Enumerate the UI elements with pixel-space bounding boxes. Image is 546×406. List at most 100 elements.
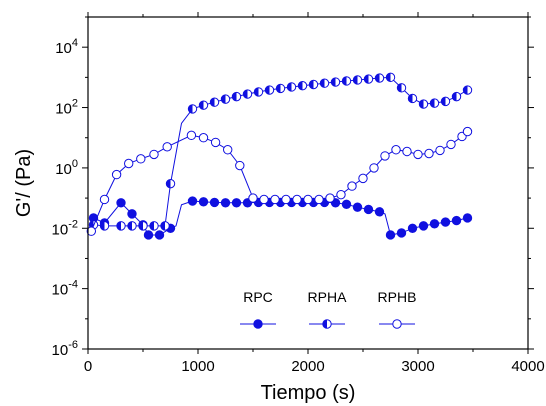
marker-ring bbox=[162, 142, 172, 152]
marker-ring bbox=[86, 226, 97, 236]
data-point-rpha bbox=[440, 96, 451, 107]
marker-half bbox=[397, 83, 402, 93]
data-point-rpc bbox=[352, 202, 363, 212]
marker-dot bbox=[363, 204, 374, 215]
data-point-rpc bbox=[451, 215, 462, 226]
marker-ring bbox=[99, 194, 110, 205]
data-point-rpha bbox=[187, 104, 198, 114]
x-axis-title: Tiempo (s) bbox=[261, 382, 356, 404]
y-tick-label: 102 bbox=[55, 98, 78, 118]
marker-ring bbox=[292, 194, 302, 205]
data-point-rpc bbox=[209, 197, 220, 208]
marker-ring bbox=[198, 133, 209, 143]
data-point-rpc bbox=[127, 209, 137, 219]
marker-dot bbox=[407, 223, 418, 233]
marker-ring bbox=[325, 193, 335, 203]
data-point-rpc bbox=[231, 198, 242, 208]
data-point-rphb bbox=[136, 154, 146, 164]
data-point-rphb bbox=[369, 163, 379, 173]
marker-half bbox=[232, 92, 237, 101]
marker-dot bbox=[209, 197, 220, 208]
marker-ring bbox=[123, 158, 134, 169]
marker-ring bbox=[149, 149, 159, 160]
data-point-rphb bbox=[303, 194, 313, 205]
y-tick-label: 104 bbox=[55, 37, 78, 57]
legend: RPC RPHA RPHB bbox=[240, 289, 417, 329]
data-point-rpha bbox=[116, 221, 126, 231]
marker-half bbox=[331, 77, 336, 87]
data-point-rpha bbox=[341, 76, 352, 86]
marker-ring bbox=[380, 151, 390, 161]
marker-half bbox=[430, 98, 435, 108]
data-point-rphb bbox=[248, 193, 258, 203]
marker-ring bbox=[336, 189, 346, 200]
data-point-rphb bbox=[424, 148, 434, 159]
data-point-rpc bbox=[396, 228, 407, 238]
data-point-rphb bbox=[149, 149, 159, 160]
data-point-rpc bbox=[407, 223, 418, 233]
data-point-rphb bbox=[186, 130, 197, 141]
marker-ring bbox=[303, 194, 313, 205]
marker-half bbox=[452, 92, 457, 101]
marker-ring bbox=[446, 139, 456, 150]
data-point-rphb bbox=[391, 145, 401, 155]
data-point-rpha bbox=[138, 221, 148, 231]
marker-half bbox=[138, 221, 143, 231]
data-point-rpha bbox=[242, 89, 253, 99]
data-point-rphb bbox=[358, 173, 368, 184]
data-point-rpha bbox=[231, 91, 242, 102]
marker-half bbox=[353, 75, 358, 85]
data-point-rpc bbox=[187, 196, 198, 206]
legend-label-rphb: RPHB bbox=[378, 289, 417, 305]
data-point-rpc bbox=[198, 197, 209, 207]
data-point-rphb bbox=[111, 169, 122, 180]
legend-label-rpc: RPC bbox=[243, 289, 273, 305]
data-point-rphb bbox=[270, 194, 280, 205]
data-point-rpha bbox=[352, 75, 363, 85]
marker-half bbox=[254, 87, 259, 97]
data-point-rphb bbox=[336, 189, 346, 200]
x-tick-label: 1000 bbox=[181, 358, 214, 375]
marker-ring bbox=[222, 145, 233, 155]
data-point-rpc bbox=[116, 198, 126, 208]
marker-dot bbox=[116, 198, 126, 208]
y-tick-label: 100 bbox=[55, 158, 78, 178]
data-point-rphb bbox=[292, 194, 302, 205]
data-point-rphb bbox=[259, 194, 269, 205]
data-point-rphb bbox=[210, 137, 221, 148]
marker-ring bbox=[210, 137, 221, 148]
data-point-rpha bbox=[451, 91, 462, 102]
marker-dot bbox=[231, 198, 242, 208]
data-point-rpha bbox=[264, 85, 275, 95]
data-point-rpha bbox=[99, 221, 110, 231]
data-point-rpc bbox=[440, 217, 451, 227]
data-point-rpha bbox=[308, 79, 319, 90]
data-point-rphb bbox=[413, 149, 423, 160]
data-point-rpc bbox=[429, 219, 440, 229]
data-point-rpha bbox=[160, 221, 170, 231]
marker-dot bbox=[198, 197, 209, 207]
marker-half bbox=[463, 85, 468, 95]
data-point-rpha bbox=[319, 78, 330, 88]
series-rphb bbox=[86, 126, 473, 236]
marker-half bbox=[320, 79, 325, 88]
marker-ring bbox=[281, 194, 291, 205]
marker-dot bbox=[352, 202, 363, 212]
marker-ring bbox=[248, 193, 258, 203]
data-point-rpha bbox=[253, 87, 264, 97]
data-point-rpc bbox=[341, 199, 352, 210]
marker-half bbox=[276, 84, 281, 93]
marker-half bbox=[210, 98, 215, 107]
marker-ring bbox=[392, 319, 402, 329]
data-point-rpha bbox=[418, 99, 429, 109]
marker-dot bbox=[374, 207, 385, 217]
marker-dot bbox=[462, 213, 473, 223]
y-tick-label: 10-6 bbox=[52, 339, 78, 359]
marker-half bbox=[419, 99, 424, 109]
data-point-rphb bbox=[462, 126, 473, 137]
marker-half bbox=[375, 73, 380, 83]
x-tick-label: 4000 bbox=[511, 358, 544, 375]
series-layer bbox=[86, 72, 473, 240]
data-point-rphb bbox=[162, 142, 172, 152]
data-point-rpc bbox=[462, 213, 473, 223]
